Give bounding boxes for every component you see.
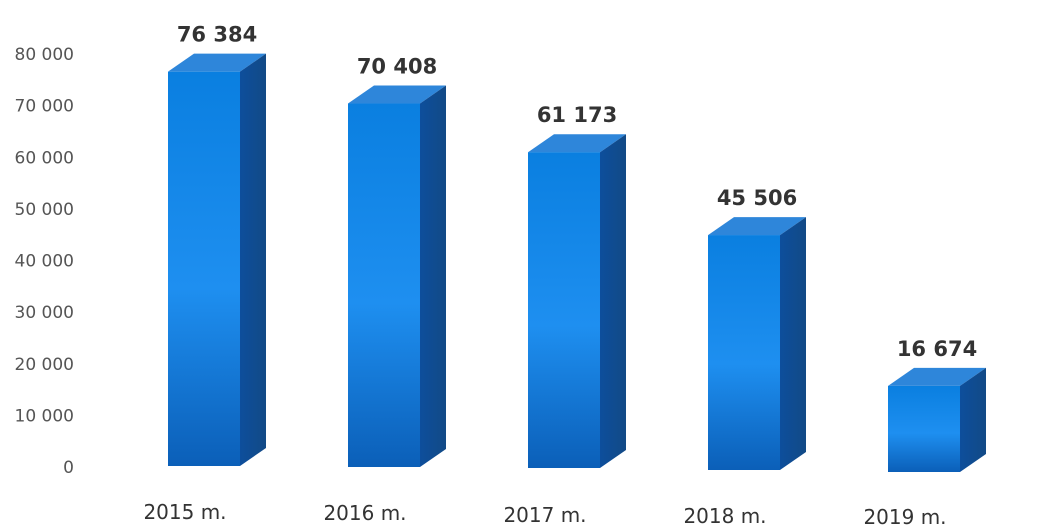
x-axis: 2015 m. 2016 m. 2017 m. 2018 m. 2019 m. [143,500,946,528]
x-category-label: 2016 m. [323,501,406,525]
bar-top-face [888,367,986,386]
bar: 61 173 [528,103,626,468]
bar: 45 506 [708,186,806,470]
bar-side-face [600,134,626,468]
y-tick-label: 60 000 [15,148,74,168]
data-label: 70 408 [357,55,437,79]
bar-side-face [780,217,806,470]
y-tick-label: 80 000 [15,45,74,65]
bar-top-face [348,85,446,104]
y-tick-label: 20 000 [15,355,74,375]
y-tick-label: 30 000 [15,303,74,323]
y-tick-label: 40 000 [15,252,74,272]
x-category-label: 2017 m. [503,503,586,527]
bar-side-face [240,53,266,466]
bar-top-face [168,53,266,72]
bar-side-face [420,85,446,467]
data-label: 76 384 [177,23,257,47]
y-tick-label: 50 000 [15,200,74,220]
data-label: 61 173 [537,103,617,127]
bar-front-face [888,385,960,472]
y-tick-label: 10 000 [15,406,74,426]
bar-top-face [708,217,806,236]
bar-front-face [348,103,420,467]
bar-side-face [960,367,986,472]
bar-top-face [528,134,626,153]
bars: 76 384 70 408 61 173 45 506 16 674 [168,23,986,472]
x-category-label: 2015 m. [143,500,226,524]
bar: 16 674 [888,337,986,472]
bar-front-face [528,152,600,468]
y-tick-label: 70 000 [15,97,74,117]
x-category-label: 2018 m. [683,504,766,528]
bar-front-face [168,71,240,466]
y-tick-label: 0 [63,458,74,478]
y-axis: 0 10 000 20 000 30 000 40 000 50 000 60 000 70 … [15,45,74,478]
bar: 70 408 [348,55,446,467]
bar: 76 384 [168,23,266,466]
data-label: 45 506 [717,186,797,210]
x-category-label: 2019 m. [863,505,946,528]
bar-front-face [708,235,780,470]
data-label: 16 674 [897,337,977,361]
